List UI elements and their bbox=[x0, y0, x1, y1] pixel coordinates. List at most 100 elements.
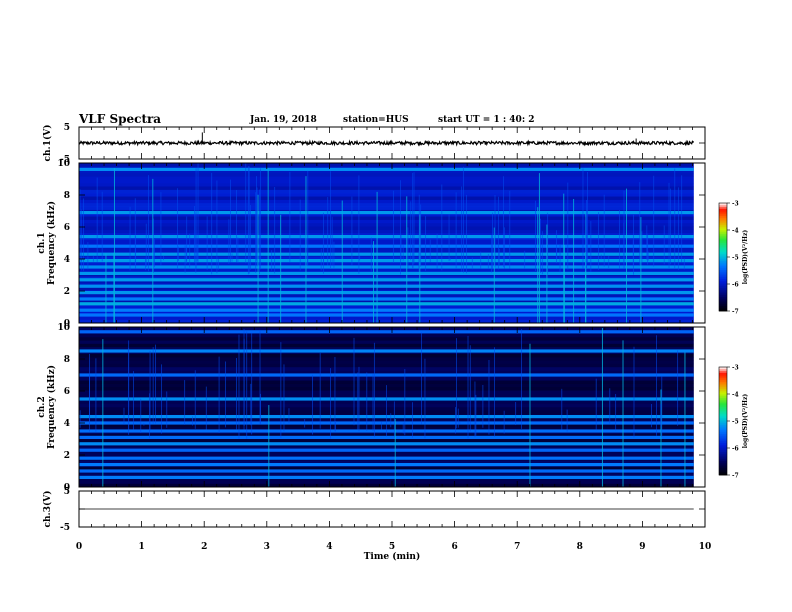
emission-band bbox=[79, 291, 694, 295]
colorbar-swatch bbox=[719, 280, 727, 283]
spectrogram-cell-row bbox=[79, 367, 694, 371]
spectrogram-cell-row bbox=[79, 460, 694, 464]
spectrogram-cell-row bbox=[79, 473, 694, 478]
colorbar-swatch bbox=[719, 466, 727, 469]
y-tick-label: 6 bbox=[64, 223, 70, 233]
colorbar-swatch bbox=[719, 284, 727, 287]
spectrogram-cell-row bbox=[79, 196, 694, 200]
colorbar-swatch bbox=[719, 206, 727, 209]
colorbar-swatch bbox=[719, 257, 727, 260]
spectrogram-cell-row bbox=[79, 229, 694, 234]
colorbar-swatch bbox=[719, 300, 727, 303]
colorbar-swatch bbox=[719, 213, 727, 216]
colorbar-swatch bbox=[719, 370, 727, 373]
spectrogram-cell-row bbox=[79, 233, 694, 237]
colorbar-swatch bbox=[719, 303, 727, 306]
colorbar-swatch bbox=[719, 260, 727, 263]
colorbar-swatch bbox=[719, 251, 727, 254]
colorbar-2: -3 -4 -5 -6 -7 log(PSD)(V²/Hz) bbox=[718, 365, 749, 480]
spectrogram-cell-row bbox=[79, 363, 694, 368]
colorbar-swatch bbox=[719, 440, 727, 443]
y-axis-label: Frequency (kHz) bbox=[46, 201, 57, 285]
emission-band bbox=[79, 308, 694, 312]
colorbar-swatch bbox=[719, 210, 727, 213]
spectrogram-cell-row bbox=[79, 337, 694, 341]
spectrogram-cell-row bbox=[79, 347, 694, 351]
colorbar-swatch bbox=[719, 386, 727, 389]
colorbar-swatch bbox=[719, 431, 727, 434]
spectrogram-panel-2: 0 2 4 6 8 10 ch.2 Frequency (kHz) -3 -4 -5 -6 -7 log(… bbox=[37, 323, 749, 493]
spectrogram-cell-row bbox=[79, 450, 694, 454]
colorbar-swatch bbox=[719, 419, 727, 422]
y-tick-label: 5 bbox=[64, 123, 70, 133]
colorbar-swatch bbox=[719, 239, 727, 242]
colorbar-swatch bbox=[719, 278, 727, 281]
colorbar-swatch bbox=[719, 240, 727, 243]
colorbar-swatch bbox=[719, 383, 727, 386]
colorbar-swatch bbox=[719, 219, 727, 222]
spectrogram-cell-row bbox=[79, 480, 694, 484]
colorbar-swatch bbox=[719, 221, 727, 224]
colorbar-swatch bbox=[719, 408, 727, 411]
colorbar-swatch bbox=[719, 424, 727, 427]
figure-title: VLF Spectra bbox=[79, 112, 162, 126]
y-tick-label: 4 bbox=[64, 419, 70, 429]
colorbar-swatch bbox=[719, 285, 727, 288]
spectrogram-cell-row bbox=[79, 276, 694, 280]
spectrogram-cell-row bbox=[79, 169, 694, 174]
waveform-trace bbox=[78, 139, 695, 147]
colorbar-swatch bbox=[719, 246, 727, 249]
colorbar-swatch bbox=[719, 448, 727, 451]
colorbar-swatch bbox=[719, 413, 727, 416]
y-tick-label: 0 bbox=[64, 319, 70, 329]
colorbar-swatch bbox=[719, 428, 727, 431]
colorbar-swatch bbox=[719, 242, 727, 245]
colorbar-swatch bbox=[719, 395, 727, 398]
colorbar-label: log(PSD)(V²/Hz) bbox=[742, 230, 749, 285]
y-tick-label: 4 bbox=[64, 255, 70, 265]
spectrogram-cell-row bbox=[79, 380, 694, 384]
spectrogram-cell-row bbox=[79, 216, 694, 220]
spectrogram-cell-row bbox=[79, 340, 694, 344]
colorbar-swatch bbox=[719, 204, 727, 207]
x-axis: 0 1 2 3 4 5 6 7 8 9 10 Time (min) bbox=[76, 542, 711, 562]
spectrogram-cell-row bbox=[79, 219, 694, 224]
colorbar-swatch bbox=[719, 462, 727, 465]
emission-band bbox=[79, 278, 694, 282]
colorbar-swatch bbox=[719, 385, 727, 388]
spectrogram-cell-row bbox=[79, 256, 694, 260]
y-tick-label: 2 bbox=[64, 287, 70, 297]
emission-band bbox=[79, 235, 694, 239]
colorbar-swatch bbox=[719, 471, 727, 474]
spectrogram-cell-row bbox=[79, 206, 694, 210]
waveform-panel-1: 5 -5 ch.1(V) bbox=[42, 123, 706, 165]
spectrogram-cell-row bbox=[79, 203, 694, 207]
emission-band bbox=[79, 435, 694, 439]
colorbar-swatch bbox=[719, 379, 727, 382]
emission-band bbox=[79, 463, 694, 467]
x-tick-label: 9 bbox=[639, 542, 645, 552]
emission-band bbox=[79, 448, 694, 452]
colorbar-swatch bbox=[719, 269, 727, 272]
emission-band bbox=[79, 244, 694, 248]
emission-band bbox=[79, 456, 694, 460]
colorbar-swatch bbox=[719, 446, 727, 449]
colorbar-swatch bbox=[719, 469, 727, 472]
spectrogram-cell-row bbox=[79, 263, 694, 267]
emission-band bbox=[79, 442, 694, 446]
spectrogram-cell-row bbox=[79, 223, 694, 227]
colorbar-swatch bbox=[719, 249, 727, 252]
colorbar-swatch bbox=[719, 264, 727, 267]
colorbar-swatch bbox=[719, 309, 727, 312]
emission-band bbox=[79, 297, 694, 301]
emission-band bbox=[79, 469, 694, 473]
y-axis-label: ch.3(V) bbox=[42, 491, 53, 528]
colorbar-swatch bbox=[719, 276, 727, 279]
colorbar-swatch bbox=[719, 231, 727, 234]
x-tick-label: 7 bbox=[514, 542, 520, 552]
colorbar-swatch bbox=[719, 237, 727, 240]
emission-band bbox=[79, 265, 694, 269]
y-tick-label: -5 bbox=[60, 155, 70, 165]
colorbar-swatch bbox=[719, 372, 727, 375]
channel-label: ch.1 bbox=[37, 232, 47, 253]
